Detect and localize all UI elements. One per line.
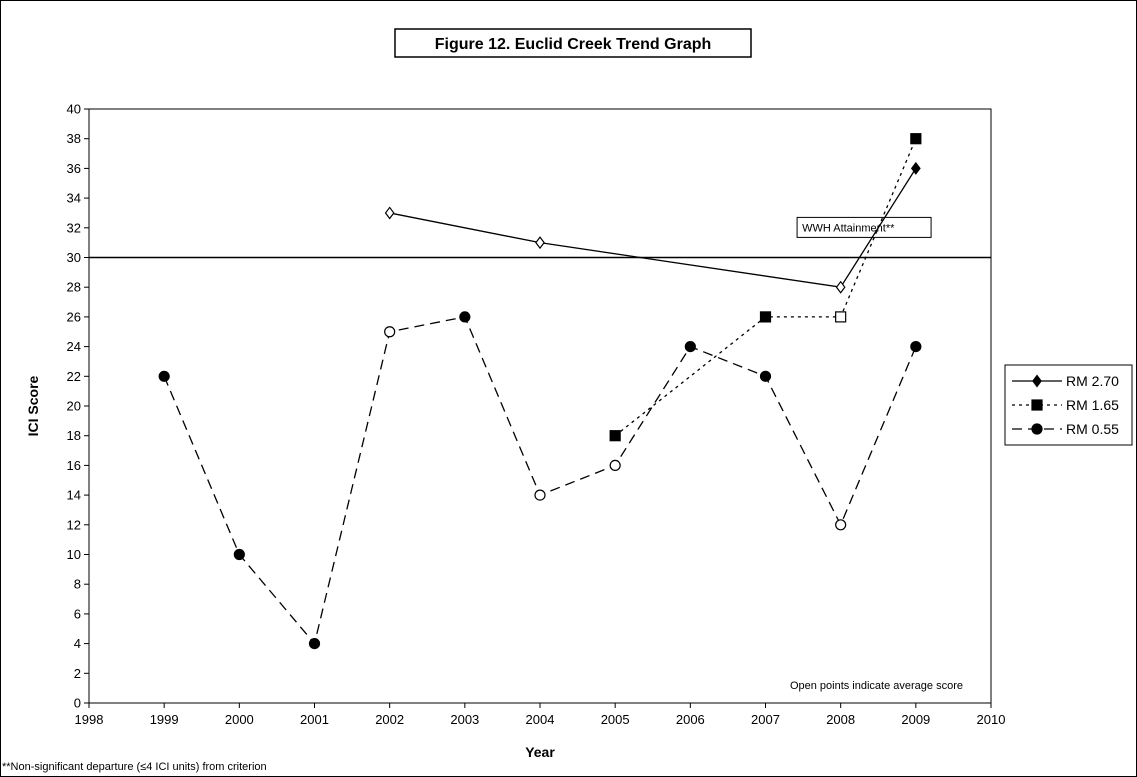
y-tick-label: 36 (67, 161, 81, 176)
data-point (609, 430, 621, 442)
data-point (308, 637, 321, 650)
y-tick-label: 4 (74, 636, 81, 651)
series-line (389, 168, 917, 288)
data-point (233, 548, 245, 561)
data-point (384, 206, 395, 220)
legend-label: RM 2.70 (1066, 373, 1119, 389)
data-point (534, 489, 546, 501)
x-tick-label: 2005 (601, 712, 630, 727)
y-tick-label: 40 (67, 102, 81, 117)
y-tick-label: 12 (67, 517, 81, 532)
data-point (910, 341, 922, 353)
x-tick-label: 2001 (300, 712, 329, 727)
x-tick-label: 1999 (150, 712, 179, 727)
y-tick-label: 20 (67, 399, 81, 414)
y-tick-label: 8 (74, 577, 81, 592)
series-diamond (384, 161, 921, 294)
y-tick-label: 32 (67, 220, 81, 235)
y-tick-label: 2 (74, 666, 81, 681)
x-tick-label: 2007 (751, 712, 780, 727)
data-point (535, 236, 545, 250)
y-tick-label: 6 (74, 606, 81, 621)
y-axis-title: ICI Score (25, 375, 41, 436)
x-tick-label: 2008 (826, 712, 855, 727)
plot-area (88, 108, 992, 704)
x-tick-label: 2010 (977, 712, 1006, 727)
y-tick-label: 26 (67, 309, 81, 324)
x-axis-title: Year (525, 744, 555, 760)
y-tick-label: 34 (67, 191, 81, 206)
legend-marker (1031, 423, 1043, 435)
data-point (158, 370, 170, 382)
legend-label: RM 1.65 (1066, 397, 1119, 413)
open-points-annotation: Open points indicate average score (790, 680, 963, 692)
y-tick-label: 38 (67, 131, 81, 146)
legend-marker (1031, 399, 1043, 411)
y-tick-label: 24 (67, 339, 81, 354)
chart-title: Figure 12. Euclid Creek Trend Graph (435, 36, 712, 53)
data-point (684, 341, 696, 353)
data-point (910, 161, 921, 175)
series-circle (158, 311, 922, 650)
y-tick-label: 18 (67, 428, 81, 443)
legend-label: RM 0.55 (1066, 421, 1119, 437)
legend: RM 2.70 RM 1.65 RM 0.55 (1012, 373, 1119, 437)
y-tick-label: 16 (67, 458, 81, 473)
title-box (394, 28, 752, 58)
y-tick-label: 28 (67, 280, 81, 295)
y-tick-label: 10 (67, 547, 81, 562)
x-tick-label: 2009 (901, 712, 930, 727)
x-tick-label: 1998 (75, 712, 104, 727)
wwh-attainment-label-box (796, 216, 932, 238)
y-tick-label: 30 (67, 250, 81, 265)
data-point (759, 311, 772, 323)
wwh-attainment-label: WWH Attainment** (802, 222, 895, 234)
series-square (609, 133, 922, 442)
y-tick-label: 0 (74, 696, 81, 711)
data-point (384, 326, 396, 338)
y-tick-label: 14 (67, 488, 81, 503)
x-tick-label: 2002 (375, 712, 404, 727)
legend-marker (1032, 374, 1042, 388)
y-tick-label: 22 (67, 369, 81, 384)
data-point (459, 311, 471, 323)
data-point (910, 133, 922, 145)
footnote: **Non-significant departure (≤4 ICI unit… (2, 761, 267, 773)
x-tick-label: 2000 (225, 712, 254, 727)
series-layer (158, 133, 922, 650)
x-tick-label: 2006 (676, 712, 705, 727)
data-point (835, 280, 846, 294)
data-point (835, 311, 847, 323)
x-tick-label: 2004 (526, 712, 555, 727)
x-axis-ticks: 1998 1999 2000 2001 2002 2003 2004 2005 2006 2007… (75, 703, 1006, 727)
data-point (759, 370, 772, 382)
data-point (609, 459, 621, 471)
data-point (835, 519, 847, 531)
x-tick-label: 2003 (450, 712, 479, 727)
